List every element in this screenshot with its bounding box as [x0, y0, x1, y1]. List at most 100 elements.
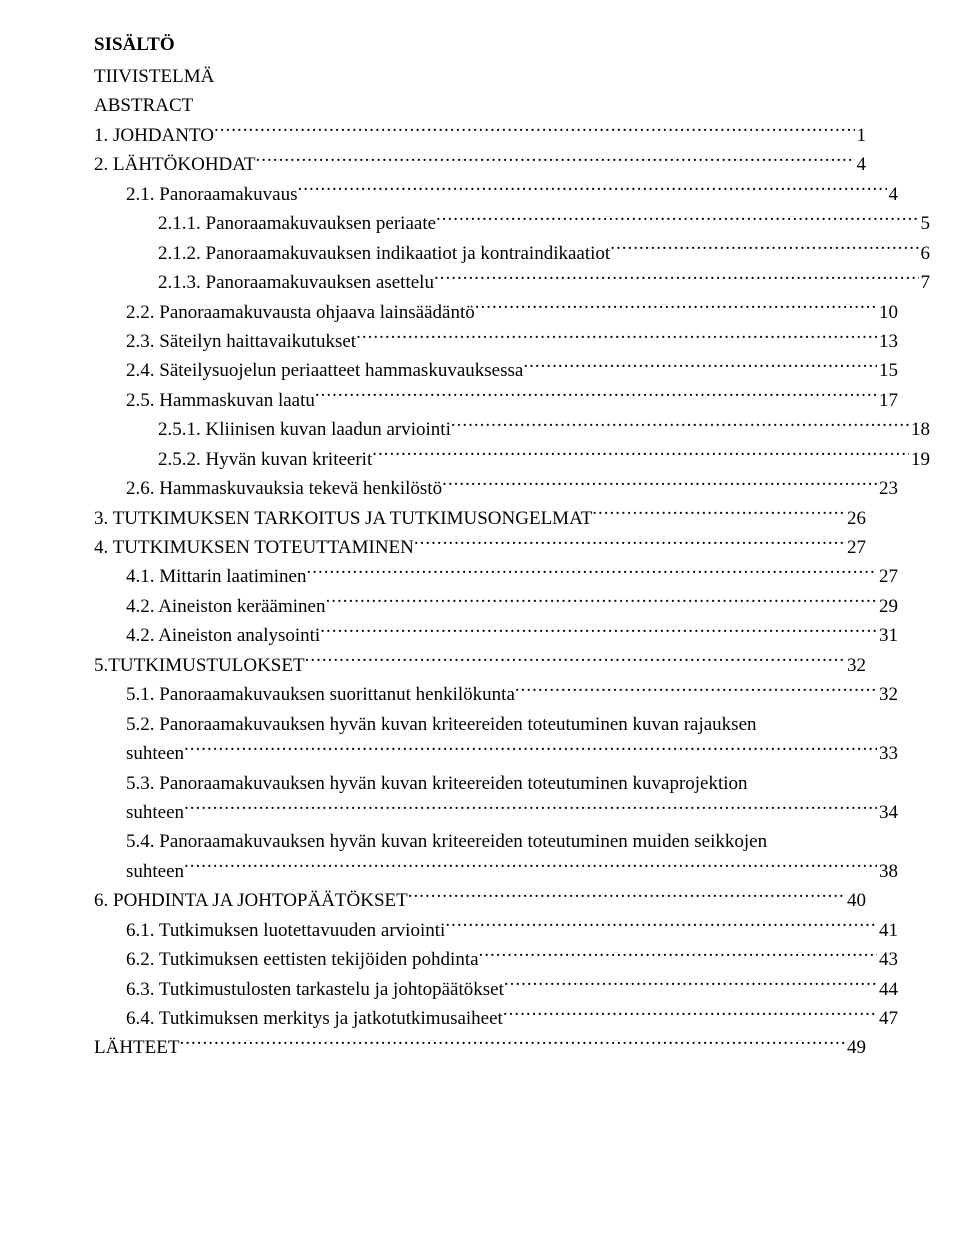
toc-title: 3. TUTKIMUKSEN TARKOITUS JA TUTKIMUSONGE…	[94, 504, 592, 533]
toc-leader	[515, 681, 877, 700]
toc-title: 2.1.2. Panoraamakuvauksen indikaatiot ja…	[158, 239, 610, 268]
toc-leader	[214, 122, 855, 141]
pre-line: ABSTRACT	[94, 91, 866, 120]
toc-page-number: 5	[919, 209, 931, 238]
toc-leader	[297, 181, 886, 200]
toc-page-number: 43	[877, 945, 898, 974]
toc-page-number: 32	[877, 680, 898, 709]
toc-title: 6.4. Tutkimuksen merkitys ja jatkotutkim…	[126, 1004, 503, 1033]
toc-entry: 2.1.3. Panoraamakuvauksen asettelu 7	[94, 268, 930, 297]
toc-title: 2.3. Säteilyn haittavaikutukset	[126, 327, 356, 356]
toc-title: 1. JOHDANTO	[94, 121, 214, 150]
toc-page-number: 7	[919, 268, 931, 297]
toc-page-number: 32	[845, 651, 866, 680]
toc-entry: 2.5.2. Hyvän kuvan kriteerit 19	[94, 445, 930, 474]
toc-page-number: 41	[877, 916, 898, 945]
toc-page-number: 38	[877, 857, 898, 886]
toc-page-number: 18	[909, 415, 930, 444]
toc-entry: 2.5.1. Kliinisen kuvan laadun arviointi 1…	[94, 415, 930, 444]
toc-entry: 4. TUTKIMUKSEN TOTEUTTAMINEN 27	[94, 533, 866, 562]
toc-entry: 2.1.1. Panoraamakuvauksen periaate 5	[94, 209, 930, 238]
toc-leader	[325, 593, 877, 612]
toc-page-number: 19	[909, 445, 930, 474]
toc-title: suhteen	[126, 739, 184, 768]
toc-entry: 6.2. Tutkimuksen eettisten tekijöiden po…	[94, 945, 898, 974]
toc-entry: 3. TUTKIMUKSEN TARKOITUS JA TUTKIMUSONGE…	[94, 504, 866, 533]
toc-entry: 2.1.2. Panoraamakuvauksen indikaatiot ja…	[94, 239, 930, 268]
toc-leader	[408, 887, 845, 906]
toc-title: 4.1. Mittarin laatiminen	[126, 562, 306, 591]
toc-leader	[475, 299, 877, 318]
pre-lines-container: TIIVISTELMÄABSTRACT	[94, 62, 866, 121]
toc-title: LÄHTEET	[94, 1033, 179, 1062]
toc-entry: 5.TUTKIMUSTULOKSET 32	[94, 651, 866, 680]
toc-entry: 4.2. Aineiston kerääminen29	[94, 592, 898, 621]
toc-leader	[414, 534, 845, 553]
toc-title: suhteen	[126, 798, 184, 827]
toc-page-number: 44	[877, 975, 898, 1004]
toc-entry: 2.1. Panoraamakuvaus 4	[94, 180, 898, 209]
toc-entry: 2.3. Säteilyn haittavaikutukset 13	[94, 327, 898, 356]
toc-entry: 5.1. Panoraamakuvauksen suorittanut henk…	[94, 680, 898, 709]
toc-leader	[356, 328, 877, 347]
page-container: SISÄLTÖ TIIVISTELMÄABSTRACT 1. JOHDANTO1…	[0, 0, 960, 1254]
toc-entry: 6.4. Tutkimuksen merkitys ja jatkotutkim…	[94, 1004, 898, 1033]
toc-entry-wrapped: 5.2. Panoraamakuvauksen hyvän kuvan krit…	[94, 710, 866, 739]
toc-page-number: 40	[845, 886, 866, 915]
toc-leader	[179, 1034, 845, 1053]
toc-title: 6.2. Tutkimuksen eettisten tekijöiden po…	[126, 945, 479, 974]
toc-title: 2.1.1. Panoraamakuvauksen periaate	[158, 209, 436, 238]
toc-leader	[451, 416, 909, 435]
toc-title: 4. TUTKIMUKSEN TOTEUTTAMINEN	[94, 533, 414, 562]
toc-page-number: 26	[845, 504, 866, 533]
toc-entry: 2.4. Säteilysuojelun periaatteet hammask…	[94, 356, 898, 385]
toc-leader	[592, 505, 845, 524]
toc-leader	[184, 858, 877, 877]
toc-title: 2.2. Panoraamakuvausta ohjaava lainsäädä…	[126, 298, 475, 327]
toc-page-number: 34	[877, 798, 898, 827]
toc-leader	[523, 357, 877, 376]
toc-leader	[504, 976, 877, 995]
toc-heading: SISÄLTÖ	[94, 34, 866, 56]
toc-page-number: 49	[845, 1033, 866, 1062]
toc-entry: 2.2. Panoraamakuvausta ohjaava lainsäädä…	[94, 298, 898, 327]
toc-title: 2.5.2. Hyvän kuvan kriteerit	[158, 445, 372, 474]
toc-entry-continuation: suhteen 33	[94, 739, 898, 768]
toc-page-number: 33	[877, 739, 898, 768]
toc-title: 2.1. Panoraamakuvaus	[126, 180, 297, 209]
toc-title: 2.5. Hammaskuvan laatu	[126, 386, 315, 415]
toc-entry: 2.5. Hammaskuvan laatu 17	[94, 386, 898, 415]
toc-leader	[442, 475, 877, 494]
toc-page-number: 6	[919, 239, 931, 268]
toc-entry-wrapped: 5.4. Panoraamakuvauksen hyvän kuvan krit…	[94, 827, 866, 856]
toc-page-number: 13	[877, 327, 898, 356]
toc-leader	[610, 240, 918, 259]
toc-leader	[184, 799, 877, 818]
toc-title: 5.1. Panoraamakuvauksen suorittanut henk…	[126, 680, 515, 709]
toc-entry: 2.6. Hammaskuvauksia tekevä henkilöstö23	[94, 474, 898, 503]
toc-entry-continuation: suhteen 38	[94, 857, 898, 886]
toc-page-number: 4	[887, 180, 899, 209]
toc-title: 5.TUTKIMUSTULOKSET	[94, 651, 305, 680]
toc-leader	[255, 151, 854, 170]
toc-title: 2.5.1. Kliinisen kuvan laadun arviointi	[158, 415, 451, 444]
pre-line: TIIVISTELMÄ	[94, 62, 866, 91]
toc-page-number: 29	[877, 592, 898, 621]
toc-leader	[372, 446, 909, 465]
toc-page-number: 17	[877, 386, 898, 415]
toc-leader	[305, 652, 845, 671]
toc-title: 6.3. Tutkimustulosten tarkastelu ja joht…	[126, 975, 504, 1004]
toc-title: 6. POHDINTA JA JOHTOPÄÄTÖKSET	[94, 886, 408, 915]
toc-page-number: 47	[877, 1004, 898, 1033]
toc-page-number: 27	[845, 533, 866, 562]
toc-entry: 1. JOHDANTO 1	[94, 121, 866, 150]
toc-title: 2.1.3. Panoraamakuvauksen asettelu	[158, 268, 434, 297]
toc-leader	[479, 946, 877, 965]
toc-entry-wrapped: 5.3. Panoraamakuvauksen hyvän kuvan krit…	[94, 769, 866, 798]
toc-page-number: 10	[877, 298, 898, 327]
toc-title: 4.2. Aineiston analysointi	[126, 621, 320, 650]
toc-leader	[320, 622, 877, 641]
toc-page-number: 1	[855, 121, 867, 150]
toc-title: suhteen	[126, 857, 184, 886]
toc-title: 2.6. Hammaskuvauksia tekevä henkilöstö	[126, 474, 442, 503]
